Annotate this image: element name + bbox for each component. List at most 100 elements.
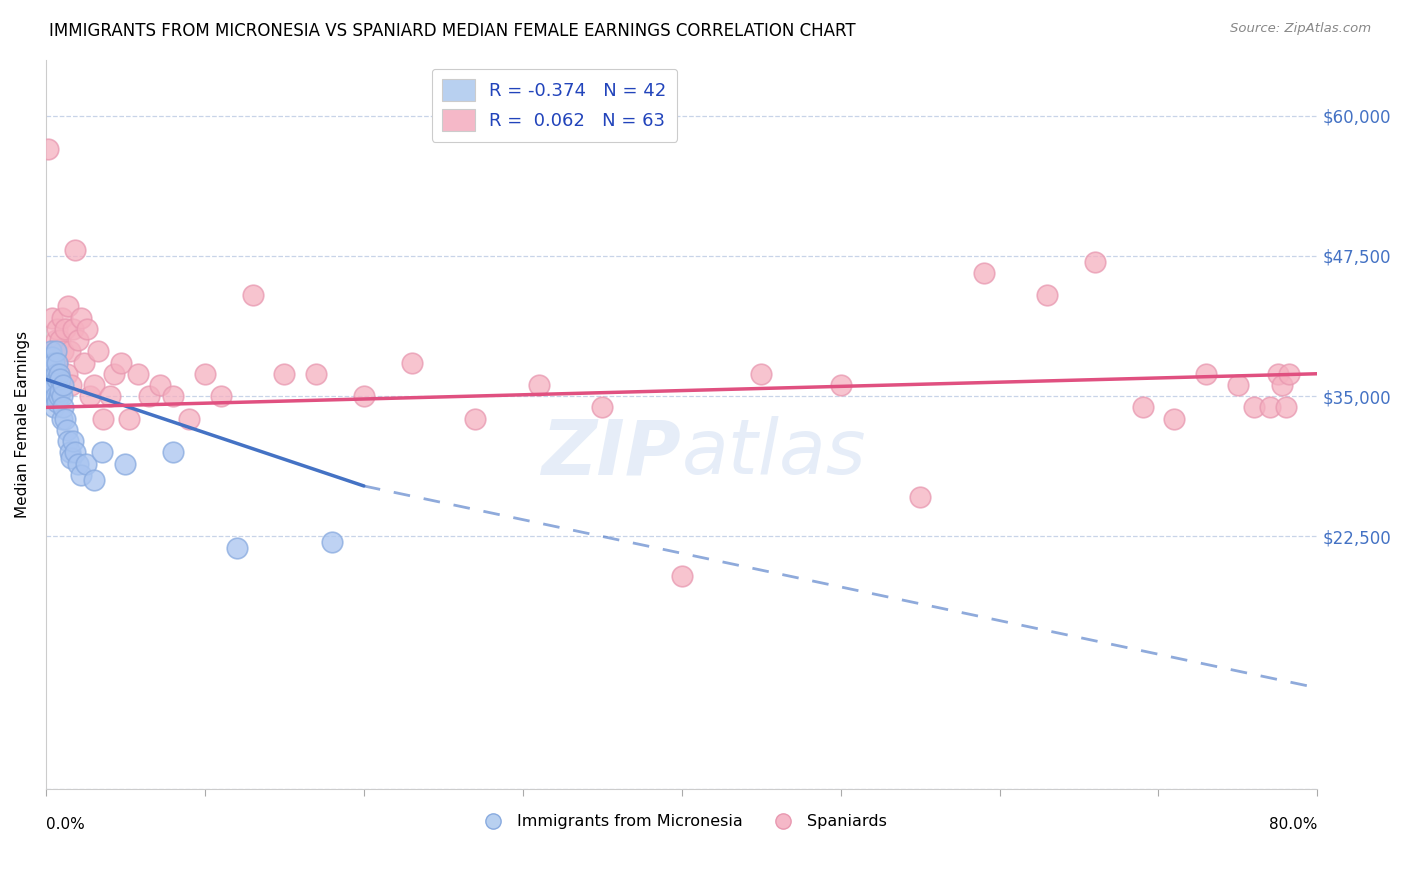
Point [1274,401,1296,415]
Point [55,367,77,381]
Point [194,367,217,381]
Point [41,350,63,364]
Point [73,355,96,369]
Point [973,266,995,280]
Point [242,288,264,302]
Point [749,367,772,381]
Point [48,367,70,381]
Point [1271,378,1294,392]
Point [44,333,66,347]
Point [162,445,184,459]
Point [51,310,73,325]
Point [127,367,149,381]
Point [60,450,83,465]
Point [51,389,73,403]
Text: ZIP: ZIP [541,417,682,491]
Point [1243,401,1265,415]
Point [44,367,66,381]
Point [671,568,693,582]
Point [1195,367,1218,381]
Point [114,457,136,471]
Text: 80.0%: 80.0% [1270,817,1317,832]
Point [41,310,63,325]
Point [42,401,65,415]
Point [1267,367,1289,381]
Point [53,411,76,425]
Point [305,367,328,381]
Point [37,378,59,392]
Point [83,473,105,487]
Point [149,378,172,392]
Point [42,355,65,369]
Point [162,389,184,403]
Point [464,411,486,425]
Point [41,367,63,381]
Text: Source: ZipAtlas.com: Source: ZipAtlas.com [1230,22,1371,36]
Point [49,333,72,347]
Point [138,389,160,403]
Point [49,372,72,386]
Point [117,411,139,425]
Point [103,367,125,381]
Point [1036,288,1059,302]
Point [63,244,86,258]
Point [55,423,77,437]
Point [1132,401,1154,415]
Point [41,384,63,398]
Point [39,344,62,359]
Point [62,322,84,336]
Point [591,401,613,415]
Point [110,355,132,369]
Point [1084,254,1107,268]
Y-axis label: Median Female Earnings: Median Female Earnings [15,331,30,517]
Point [38,361,60,376]
Point [46,372,69,386]
Text: atlas: atlas [682,417,866,491]
Point [91,411,114,425]
Point [52,344,75,359]
Point [70,310,93,325]
Point [46,394,69,409]
Point [321,535,343,549]
Point [830,378,852,392]
Point [53,322,76,336]
Point [46,322,69,336]
Point [76,322,98,336]
Point [48,367,70,381]
Point [401,355,423,369]
Point [58,434,80,448]
Point [1163,411,1185,425]
Point [98,389,121,403]
Point [48,389,70,403]
Point [273,367,295,381]
Point [66,333,89,347]
Point [37,142,59,156]
Text: 0.0%: 0.0% [46,817,84,832]
Point [87,344,110,359]
Point [79,389,101,403]
Point [60,378,83,392]
Point [90,445,112,459]
Point [49,384,72,398]
Point [75,457,97,471]
Point [209,389,232,403]
Point [70,467,93,482]
Point [225,541,247,555]
Point [527,378,550,392]
Point [39,355,62,369]
Point [39,355,62,369]
Point [38,367,60,381]
Point [52,401,75,415]
Point [38,389,60,403]
Point [908,490,931,504]
Point [353,389,375,403]
Point [58,300,80,314]
Point [46,355,69,369]
Point [42,378,65,392]
Point [39,378,62,392]
Point [51,411,73,425]
Text: IMMIGRANTS FROM MICRONESIA VS SPANIARD MEDIAN FEMALE EARNINGS CORRELATION CHART: IMMIGRANTS FROM MICRONESIA VS SPANIARD M… [49,22,856,40]
Point [59,445,82,459]
Point [177,411,200,425]
Point [52,378,75,392]
